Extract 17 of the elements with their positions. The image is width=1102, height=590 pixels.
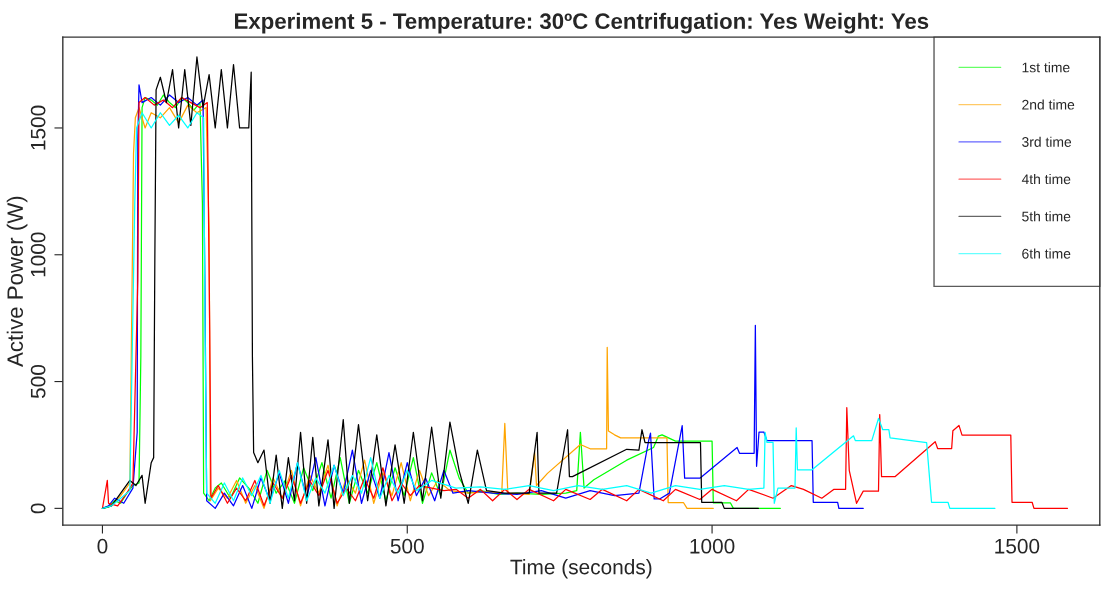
x-tick-label: 0 [97, 538, 108, 554]
legend-label: 4th time [1021, 173, 1071, 185]
y-tick-label: 500 [30, 364, 46, 399]
x-tick-label: 500 [390, 538, 424, 554]
legend-label: 5th time [1022, 211, 1071, 222]
legend-label: 1st time [1022, 62, 1070, 73]
x-axis-title: Time (seconds) [510, 559, 652, 579]
chart-title: Experiment 5 - Temperature: 30ºC Centrifugation: Yes Weight: Yes [235, 12, 929, 34]
x-tick-label: 1500 [995, 538, 1040, 554]
legend-label: 3rd time [1022, 136, 1072, 147]
y-tick-label: 0 [30, 503, 46, 514]
y-tick-label: 1500 [30, 105, 46, 150]
x-tick-label: 1000 [690, 538, 735, 554]
y-tick-label: 1000 [30, 232, 46, 277]
legend-label: 6th time [1022, 248, 1071, 259]
y-axis-title: Active Power (W) [6, 196, 28, 367]
legend-label: 2nd time [1022, 99, 1075, 110]
